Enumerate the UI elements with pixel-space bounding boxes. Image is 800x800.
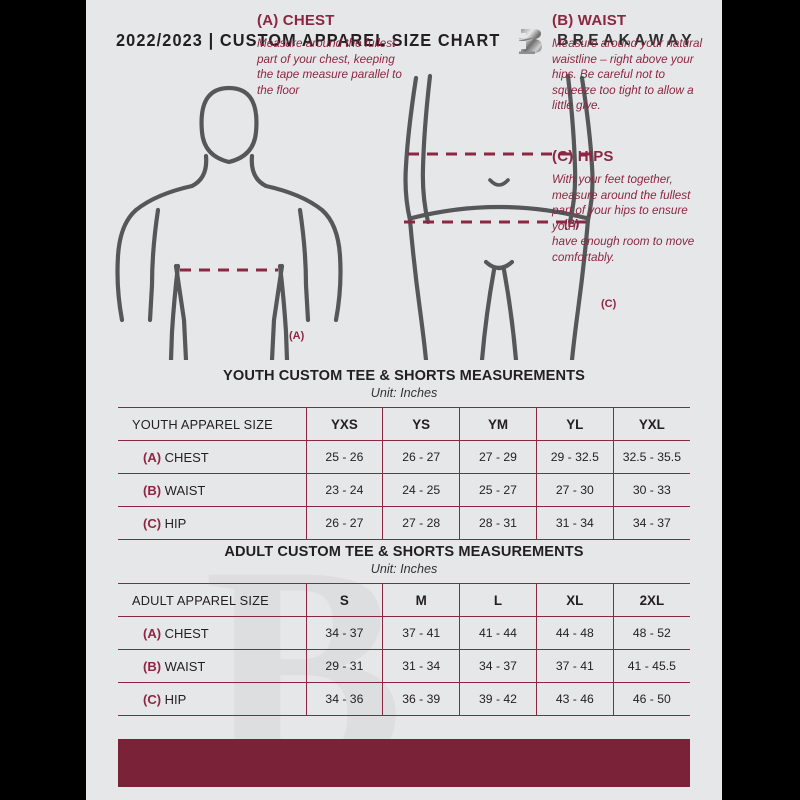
adult-size-header-3: XL bbox=[536, 583, 614, 617]
youth-row-label-2: (C) HIP bbox=[118, 506, 307, 540]
youth-cell-0-2: 27 - 29 bbox=[459, 440, 537, 474]
adult-cell-0-1: 37 - 41 bbox=[382, 616, 461, 650]
youth-row-tag-0: (A) bbox=[143, 449, 162, 465]
lower-body-figure bbox=[403, 73, 595, 360]
adult-row-name-0: CHEST bbox=[164, 625, 209, 641]
adult-size-header-4: 2XL bbox=[613, 583, 690, 617]
adult-table-unit: Unit: Inches bbox=[370, 562, 438, 576]
youth-row-label-0: (A) CHEST bbox=[118, 440, 307, 474]
youth-cell-0-4: 32.5 - 35.5 bbox=[613, 440, 690, 474]
youth-cell-2-2: 28 - 31 bbox=[459, 506, 537, 540]
youth-size-table: YOUTH APPAREL SIZE YXS YS YM YL YXL (A) … bbox=[118, 407, 690, 540]
brand-name: BREAKAWAY bbox=[557, 32, 696, 49]
youth-cell-1-1: 24 - 25 bbox=[382, 473, 461, 507]
youth-cell-2-1: 27 - 28 bbox=[382, 506, 461, 540]
youth-size-header-4: YXL bbox=[613, 407, 690, 441]
adult-cell-1-4: 41 - 45.5 bbox=[613, 649, 690, 683]
adult-size-table-block: ADULT CUSTOM TEE & SHORTS MEASUREMENTS U… bbox=[118, 544, 690, 716]
adult-cell-2-0: 34 - 36 bbox=[306, 682, 384, 716]
youth-row-name-1: WAIST bbox=[164, 482, 206, 498]
table-header-row: ADULT APPAREL SIZE S M L XL 2XL bbox=[118, 583, 690, 617]
adult-size-header-2: L bbox=[459, 583, 537, 617]
youth-table-unit: Unit: Inches bbox=[370, 386, 438, 400]
adult-size-header-0: S bbox=[306, 583, 384, 617]
youth-cell-1-3: 27 - 30 bbox=[536, 473, 614, 507]
size-chart-page: B 2022/2023 | CUSTOM APPAREL SIZE CHART bbox=[86, 0, 722, 800]
brand-lockup: BREAKAWAY bbox=[518, 26, 696, 56]
breakaway-b-logo-icon bbox=[518, 26, 544, 56]
youth-cell-2-0: 26 - 27 bbox=[306, 506, 384, 540]
instruction-waist-title: (B) WAIST bbox=[552, 12, 627, 29]
youth-row-tag-1: (B) bbox=[143, 482, 162, 498]
adult-cell-0-3: 44 - 48 bbox=[536, 616, 614, 650]
instruction-waist-body: Measure around your natural waistline – … bbox=[552, 37, 703, 113]
youth-cell-2-3: 31 - 34 bbox=[536, 506, 614, 540]
youth-size-label-header: YOUTH APPAREL SIZE bbox=[118, 407, 307, 441]
waist-measure-label: (B) bbox=[564, 218, 580, 230]
youth-table-title: YOUTH CUSTOM TEE & SHORTS MEASUREMENTS bbox=[223, 368, 585, 384]
table-row: (A) CHEST 34 - 37 37 - 41 41 - 44 44 - 4… bbox=[118, 616, 690, 650]
adult-row-label-0: (A) CHEST bbox=[118, 616, 307, 650]
page-header: 2022/2023 | CUSTOM APPAREL SIZE CHART bbox=[86, 26, 722, 60]
table-row: (B) WAIST 29 - 31 31 - 34 34 - 37 37 - 4… bbox=[118, 649, 690, 683]
youth-row-label-1: (B) WAIST bbox=[118, 473, 307, 507]
adult-row-tag-0: (A) bbox=[143, 625, 162, 641]
adult-size-table: ADULT APPAREL SIZE S M L XL 2XL (A) CHES… bbox=[118, 583, 690, 716]
instruction-chest: (A) CHEST Measure around the fullest par… bbox=[257, 12, 405, 98]
instruction-chest-body: Measure around the fullest part of your … bbox=[257, 37, 402, 97]
adult-cell-1-1: 31 - 34 bbox=[382, 649, 461, 683]
adult-cell-0-4: 48 - 52 bbox=[613, 616, 690, 650]
adult-row-label-2: (C) HIP bbox=[118, 682, 307, 716]
measurement-diagrams: (A) (B) (C) bbox=[86, 70, 722, 360]
youth-cell-0-1: 26 - 27 bbox=[382, 440, 461, 474]
adult-cell-1-0: 29 - 31 bbox=[306, 649, 384, 683]
adult-row-label-1: (B) WAIST bbox=[118, 649, 307, 683]
youth-cell-1-4: 30 - 33 bbox=[613, 473, 690, 507]
upper-body-figure bbox=[115, 85, 343, 360]
youth-row-name-0: CHEST bbox=[164, 449, 209, 465]
adult-cell-2-2: 39 - 42 bbox=[459, 682, 537, 716]
adult-row-tag-2: (C) bbox=[143, 691, 162, 707]
adult-cell-2-3: 43 - 46 bbox=[536, 682, 614, 716]
youth-cell-1-2: 25 - 27 bbox=[459, 473, 537, 507]
adult-cell-0-2: 41 - 44 bbox=[459, 616, 537, 650]
adult-size-label-header: ADULT APPAREL SIZE bbox=[118, 583, 307, 617]
table-row: (A) CHEST 25 - 26 26 - 27 27 - 29 29 - 3… bbox=[118, 440, 690, 474]
youth-size-header-2: YM bbox=[459, 407, 537, 441]
youth-size-header-1: YS bbox=[382, 407, 461, 441]
youth-cell-2-4: 34 - 37 bbox=[613, 506, 690, 540]
adult-cell-0-0: 34 - 37 bbox=[306, 616, 384, 650]
youth-row-name-2: HIP bbox=[164, 515, 187, 531]
youth-cell-1-0: 23 - 24 bbox=[306, 473, 384, 507]
youth-cell-0-0: 25 - 26 bbox=[306, 440, 384, 474]
chest-measure-label: (A) bbox=[289, 330, 305, 342]
youth-size-header-0: YXS bbox=[306, 407, 384, 441]
adult-row-name-1: WAIST bbox=[164, 658, 206, 674]
youth-row-tag-2: (C) bbox=[143, 515, 162, 531]
instruction-hips: (C) HIPS With your feet together, measur… bbox=[552, 148, 704, 265]
adult-size-header-1: M bbox=[382, 583, 461, 617]
instruction-chest-title: (A) CHEST bbox=[257, 12, 335, 29]
youth-cell-0-3: 29 - 32.5 bbox=[536, 440, 614, 474]
adult-cell-1-3: 37 - 41 bbox=[536, 649, 614, 683]
adult-cell-1-2: 34 - 37 bbox=[459, 649, 537, 683]
adult-row-name-2: HIP bbox=[164, 691, 187, 707]
adult-row-tag-1: (B) bbox=[143, 658, 162, 674]
instruction-hips-title: (C) HIPS bbox=[552, 148, 614, 165]
table-row: (C) HIP 34 - 36 36 - 39 39 - 42 43 - 46 … bbox=[118, 682, 690, 716]
footer-accent-bar bbox=[118, 739, 690, 787]
instruction-hips-body: With your feet together, measure around … bbox=[552, 173, 695, 264]
hips-measure-label: (C) bbox=[601, 298, 617, 310]
adult-cell-2-1: 36 - 39 bbox=[382, 682, 461, 716]
table-row: (B) WAIST 23 - 24 24 - 25 25 - 27 27 - 3… bbox=[118, 473, 690, 507]
table-header-row: YOUTH APPAREL SIZE YXS YS YM YL YXL bbox=[118, 407, 690, 441]
adult-cell-2-4: 46 - 50 bbox=[613, 682, 690, 716]
page-title: 2022/2023 | CUSTOM APPAREL SIZE CHART bbox=[116, 30, 501, 50]
table-row: (C) HIP 26 - 27 27 - 28 28 - 31 31 - 34 … bbox=[118, 506, 690, 540]
youth-size-table-block: YOUTH CUSTOM TEE & SHORTS MEASUREMENTS U… bbox=[118, 368, 690, 540]
youth-size-header-3: YL bbox=[536, 407, 614, 441]
instruction-waist: (B) WAIST Measure around your natural wa… bbox=[552, 12, 704, 114]
adult-table-title: ADULT CUSTOM TEE & SHORTS MEASUREMENTS bbox=[224, 544, 584, 560]
